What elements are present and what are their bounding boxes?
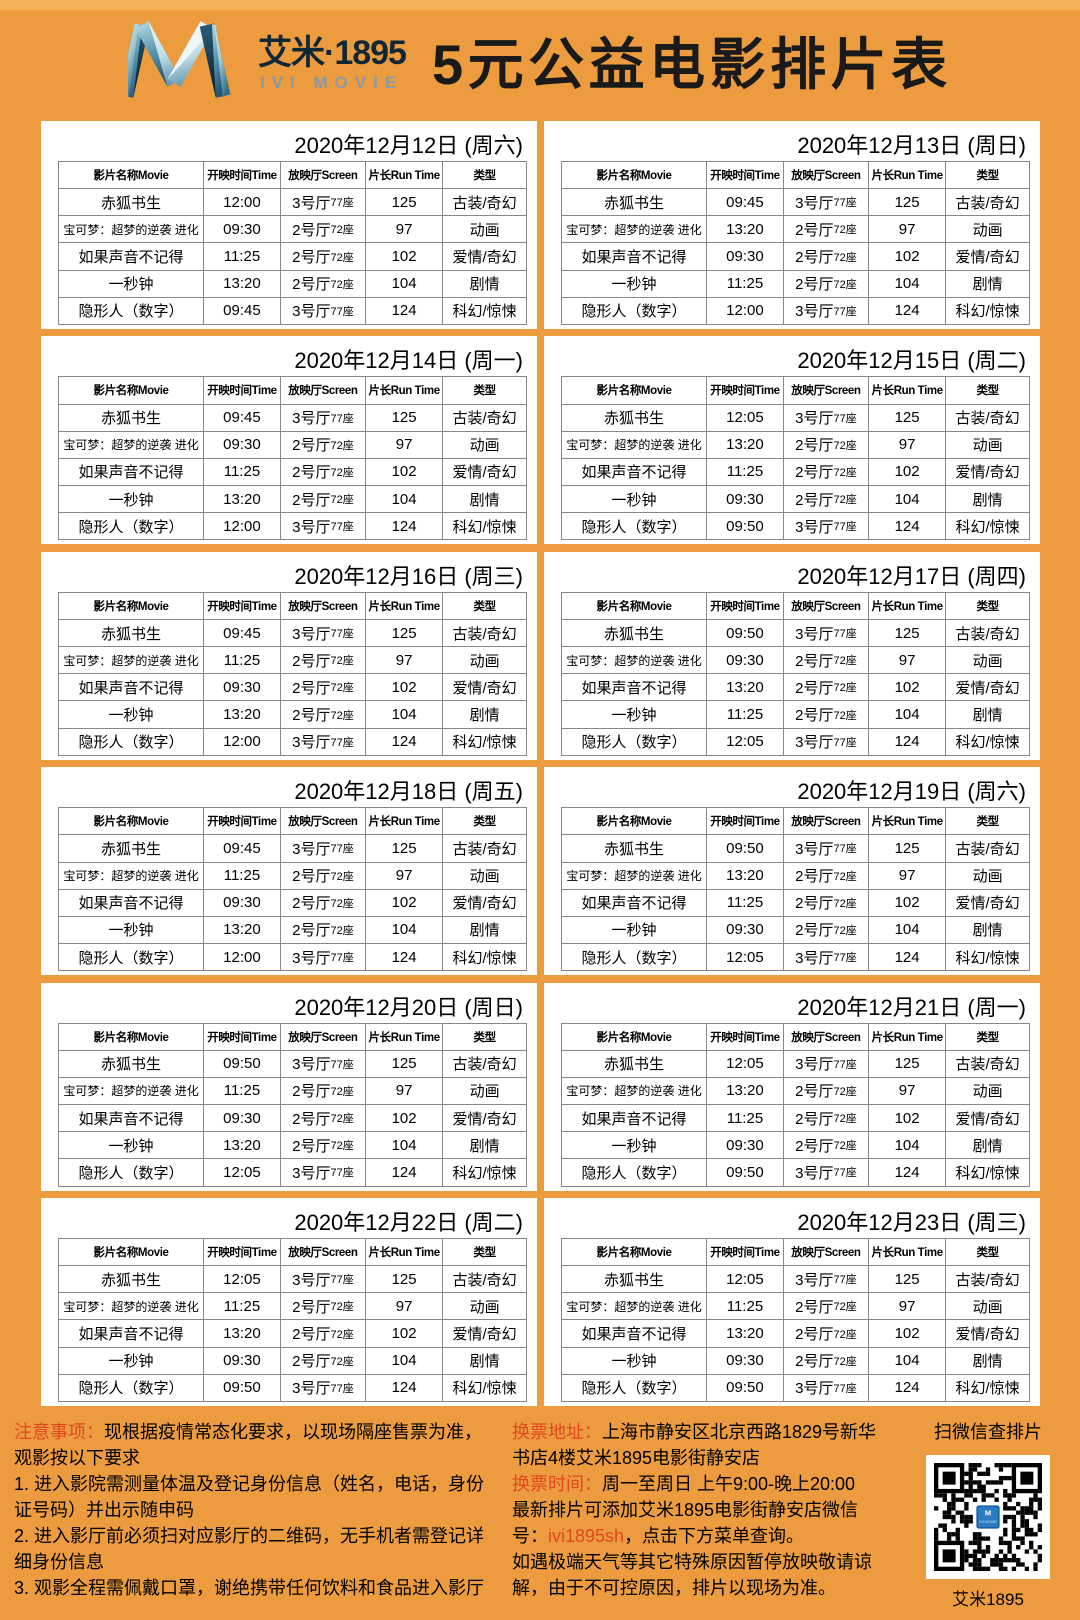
svg-text:IVI MOVIE: IVI MOVIE: [979, 1520, 997, 1524]
svg-text:M: M: [985, 1508, 991, 1517]
